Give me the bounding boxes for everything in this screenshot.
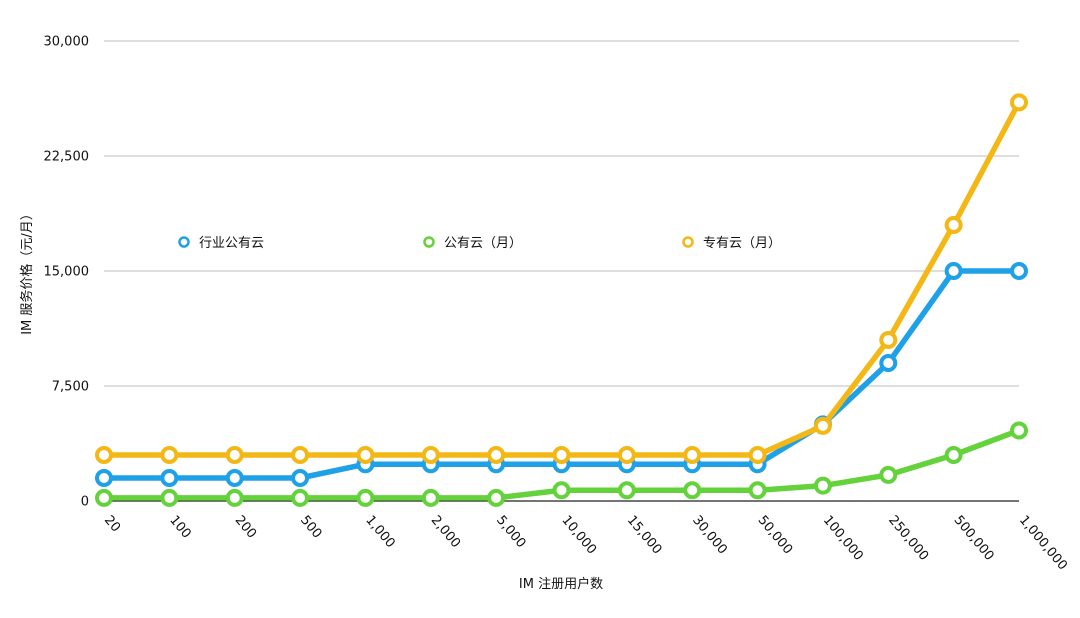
x-tick-label: 1,000,000	[1016, 513, 1070, 573]
x-tick-label: 500	[297, 513, 324, 542]
y-axis-tick-labels: 0 7,500 15,000 22,500 30,000	[44, 35, 90, 510]
y-axis-title: IM 服务价格（元/月）	[19, 207, 35, 335]
x-axis-title: IM 注册用户数	[519, 576, 603, 592]
data-point	[421, 446, 440, 464]
data-point	[617, 481, 636, 500]
data-point	[944, 446, 963, 464]
data-point	[944, 262, 963, 280]
legend-marker	[178, 236, 190, 248]
data-point	[813, 476, 832, 495]
legend-item: 公有云（月）	[423, 236, 522, 251]
x-tick-label: 500,000	[951, 513, 997, 564]
series-1	[95, 421, 1028, 507]
legend-label: 行业公有云	[199, 236, 264, 251]
data-point	[95, 446, 113, 464]
grid-lines	[104, 40, 1019, 502]
data-point	[552, 446, 571, 464]
data-point	[487, 446, 506, 464]
data-point	[552, 481, 571, 500]
y-tick-label: 0	[81, 495, 89, 510]
x-tick-label: 5,000	[493, 513, 528, 551]
data-point	[160, 469, 179, 487]
data-point	[1010, 421, 1028, 440]
data-point	[487, 488, 506, 507]
data-point	[813, 416, 832, 435]
legend-label: 专有云（月）	[703, 236, 781, 251]
data-point	[95, 469, 113, 487]
y-tick-label: 7,500	[52, 380, 89, 395]
data-point	[356, 446, 375, 464]
data-point	[683, 446, 702, 464]
data-point	[421, 488, 440, 507]
x-tick-label: 10,000	[558, 513, 599, 557]
x-tick-label: 100,000	[820, 513, 866, 564]
data-point	[225, 469, 244, 487]
data-point	[1010, 262, 1028, 280]
data-point	[683, 481, 702, 500]
data-point	[225, 488, 244, 507]
data-point	[879, 465, 898, 484]
y-tick-label: 22,500	[44, 150, 90, 165]
legend-item: 行业公有云	[178, 236, 264, 251]
legend-marker	[423, 236, 435, 248]
y-tick-label: 15,000	[44, 265, 90, 280]
series-lines	[95, 93, 1028, 507]
data-point	[617, 446, 636, 464]
legend: 行业公有云 公有云（月） 专有云（月）	[178, 236, 781, 251]
x-axis-tick-labels: 20 100 200 500 1,000 2,000 5,000 10,000 15,000 30…	[101, 513, 1070, 573]
series-2	[95, 93, 1028, 464]
x-tick-label: 15,000	[624, 513, 665, 557]
data-point	[748, 481, 767, 500]
x-tick-label: 50,000	[755, 513, 796, 557]
legend-item: 专有云（月）	[682, 236, 781, 251]
data-point	[291, 446, 310, 464]
x-tick-label: 20	[101, 513, 123, 535]
series-line	[101, 99, 1022, 458]
x-tick-label: 2,000	[428, 513, 463, 551]
y-tick-label: 30,000	[44, 35, 90, 50]
data-point	[160, 488, 179, 507]
data-point	[944, 216, 963, 234]
x-tick-label: 200	[232, 513, 259, 542]
data-point	[291, 488, 310, 507]
data-point	[748, 446, 767, 464]
x-tick-label: 100	[166, 513, 193, 542]
data-point	[225, 446, 244, 464]
x-tick-label: 1,000	[362, 513, 397, 551]
data-point	[95, 488, 113, 507]
data-point	[356, 488, 375, 507]
legend-label: 公有云（月）	[444, 236, 522, 251]
data-point	[160, 446, 179, 464]
data-point	[1010, 93, 1028, 112]
legend-marker	[682, 236, 694, 248]
x-tick-label: 250,000	[885, 513, 931, 564]
data-point	[291, 469, 310, 487]
data-point	[879, 354, 898, 372]
x-tick-label: 30,000	[689, 513, 730, 557]
data-point	[879, 331, 898, 349]
